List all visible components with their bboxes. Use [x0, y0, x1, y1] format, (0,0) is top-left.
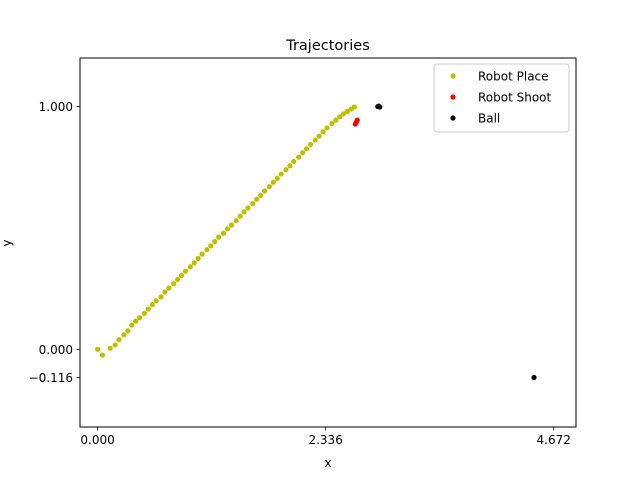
ball-point [531, 374, 537, 381]
robot-place-point [136, 315, 143, 321]
robot-place-point [199, 251, 205, 257]
robot-place-point [125, 328, 131, 334]
robot-place-point [233, 218, 239, 224]
robot-place-point [195, 255, 201, 262]
robot-place-point [212, 238, 218, 245]
robot-place-point [145, 306, 151, 312]
y-axis-ticks: 1.000 0.000 −0.116 [29, 100, 80, 385]
robot-place-point [112, 342, 118, 348]
robot-place-point [116, 337, 122, 343]
robot-place-point [133, 318, 139, 324]
robot-place-point [171, 281, 177, 287]
robot-place-point [224, 226, 231, 232]
legend-marker-robot-shoot [450, 94, 456, 100]
legend-marker-robot-place [450, 73, 456, 79]
robot-place-point [182, 268, 189, 274]
robot-place-point [107, 345, 113, 351]
robot-place-point [307, 141, 314, 148]
robot-place-point [316, 133, 322, 139]
robot-place-point [344, 108, 351, 115]
robot-place-point [300, 150, 306, 156]
robot-place-point [329, 120, 335, 127]
data-points [94, 103, 537, 381]
robot-place-point [175, 276, 181, 282]
y-tick-label: 1.000 [39, 100, 73, 114]
robot-place-point [258, 192, 264, 199]
ball-point [377, 104, 383, 110]
robot-place-point [324, 125, 330, 131]
robot-place-point [187, 264, 193, 270]
robot-place-point [261, 188, 268, 194]
robot-place-point [208, 243, 214, 249]
y-axis-label: y [0, 239, 14, 246]
robot-place-point [129, 322, 135, 328]
legend-label-robot-place: Robot Place [478, 70, 549, 84]
robot-place-point [162, 289, 168, 295]
legend-box [433, 63, 570, 133]
robot-place-point [270, 179, 276, 185]
robot-place-point [228, 222, 234, 228]
robot-place-point [287, 163, 293, 169]
robot-place-point [351, 104, 357, 110]
robot-place-point [266, 184, 273, 190]
robot-place-point [141, 310, 148, 316]
robot-place-point [237, 213, 243, 219]
robot-place-point [94, 346, 101, 352]
y-tick-label: 0.000 [39, 343, 73, 357]
robot-place-point [216, 234, 222, 240]
robot-place-point [99, 352, 106, 358]
robot-place-point [250, 201, 256, 207]
y-tick-label: −0.116 [29, 371, 73, 385]
robot-place-point [220, 230, 227, 236]
chart-title: Trajectories [285, 38, 370, 54]
robot-place-point [341, 111, 347, 117]
x-axis-label: x [324, 456, 331, 470]
robot-place-point [204, 247, 210, 253]
legend: Robot Place Robot Shoot Ball [433, 63, 570, 133]
robot-place-point [191, 260, 197, 266]
x-axis-ticks: 0.000 2.336 4.672 [80, 427, 571, 447]
plot-frame [79, 57, 577, 428]
robot-place-point [296, 154, 302, 160]
robot-place-point [274, 175, 280, 182]
x-tick-label: 0.000 [80, 433, 114, 447]
robot-place-point [149, 302, 155, 308]
robot-place-point [121, 332, 127, 338]
legend-label-ball: Ball [478, 112, 500, 126]
robot-place-point [337, 114, 343, 120]
robot-place-point [283, 167, 289, 173]
robot-place-point [245, 205, 251, 211]
x-tick-label: 4.672 [537, 433, 571, 447]
robot-place-point [278, 171, 284, 177]
robot-place-point [166, 285, 172, 291]
robot-place-point [303, 146, 310, 152]
legend-items: Robot Place Robot Shoot Ball [450, 70, 552, 126]
robot-place-point [178, 272, 185, 279]
robot-place-point [320, 129, 326, 135]
robot-place-point [333, 117, 339, 123]
robot-place-point [291, 158, 297, 165]
robot-place-point [153, 298, 159, 304]
x-tick-label: 2.336 [308, 433, 342, 447]
robot-shoot-point [354, 117, 360, 123]
robot-place-point [312, 137, 318, 143]
legend-marker-ball [450, 115, 456, 121]
robot-place-point [241, 209, 247, 215]
robot-place-point [158, 294, 164, 300]
legend-label-robot-shoot: Robot Shoot [478, 91, 552, 105]
robot-place-point [254, 196, 260, 202]
